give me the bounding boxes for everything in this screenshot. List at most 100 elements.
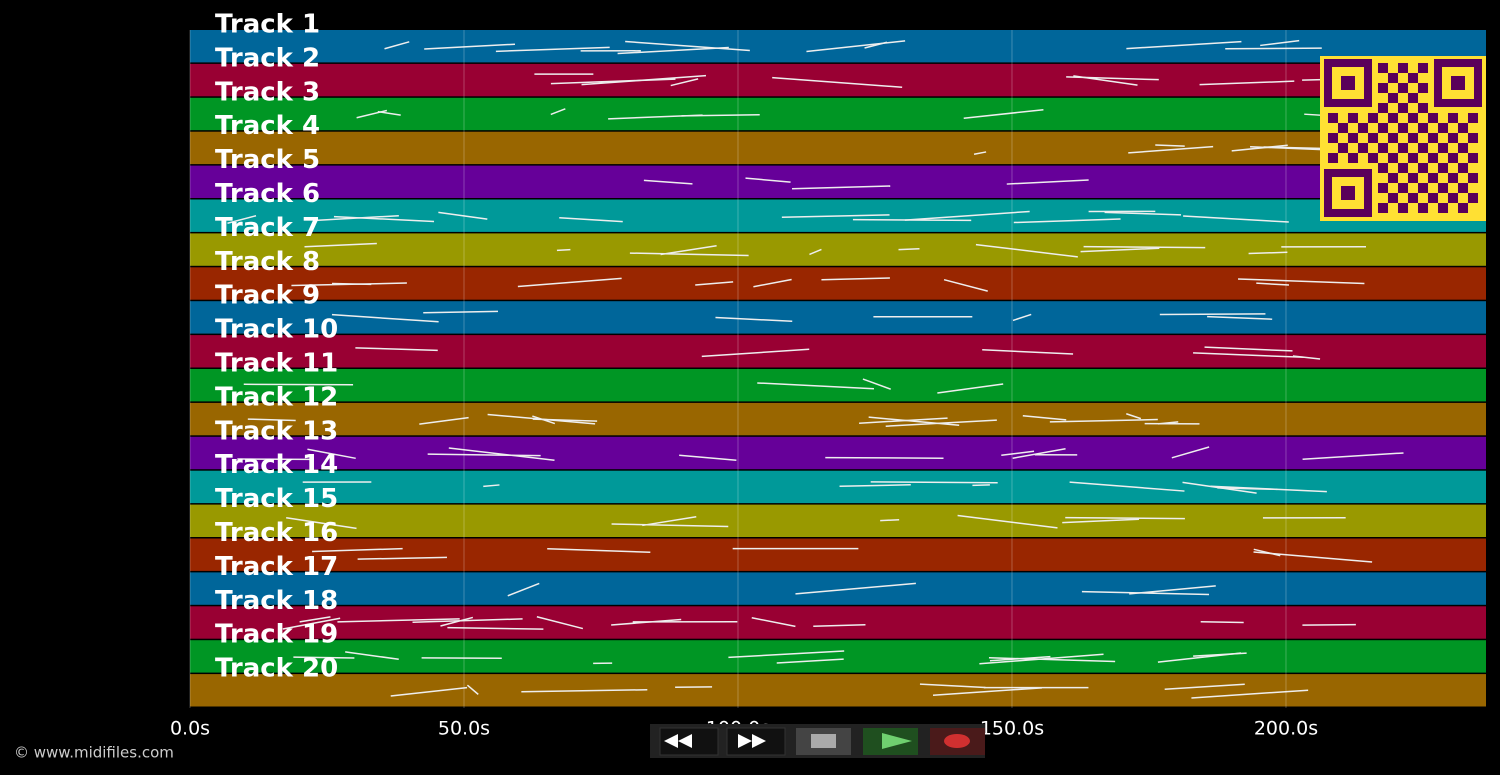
note bbox=[345, 651, 399, 660]
track-band bbox=[190, 369, 1486, 402]
track-band bbox=[190, 335, 1486, 368]
time-tick-label: 200.0s bbox=[1254, 718, 1318, 740]
track-band bbox=[190, 504, 1486, 537]
note bbox=[757, 382, 874, 390]
note bbox=[304, 242, 377, 248]
note bbox=[1126, 40, 1242, 50]
note bbox=[943, 278, 988, 292]
track-band bbox=[190, 301, 1486, 334]
track-label: Track 7 bbox=[215, 213, 320, 243]
note bbox=[715, 316, 793, 323]
track-label: Track 17 bbox=[215, 552, 338, 582]
qr-module bbox=[1388, 73, 1398, 83]
note bbox=[550, 78, 676, 85]
note bbox=[1013, 218, 1121, 224]
note bbox=[1256, 282, 1290, 286]
forward-button[interactable] bbox=[726, 727, 786, 756]
notes bbox=[227, 39, 1404, 699]
note bbox=[1199, 80, 1295, 86]
qr-module bbox=[1348, 133, 1358, 143]
note bbox=[427, 453, 541, 457]
note bbox=[1001, 450, 1035, 457]
note bbox=[447, 626, 544, 630]
track-band bbox=[190, 436, 1486, 470]
track-band bbox=[190, 470, 1486, 504]
note bbox=[870, 481, 998, 484]
qr-module bbox=[1398, 63, 1408, 73]
note bbox=[982, 349, 1074, 355]
qr-module bbox=[1418, 83, 1428, 93]
track-label: Track 4 bbox=[215, 111, 320, 141]
qr-module bbox=[1378, 103, 1388, 113]
qr-module bbox=[1378, 183, 1388, 193]
qr-module bbox=[1418, 163, 1428, 173]
note bbox=[776, 658, 844, 664]
note bbox=[1069, 481, 1185, 492]
note bbox=[1006, 179, 1089, 185]
note bbox=[795, 582, 916, 595]
note bbox=[809, 248, 822, 256]
note bbox=[1191, 689, 1309, 699]
track-label: Track 16 bbox=[215, 518, 338, 548]
note bbox=[286, 516, 357, 530]
note bbox=[412, 618, 523, 623]
note bbox=[1183, 215, 1289, 223]
note bbox=[973, 151, 987, 156]
track-label: Track 8 bbox=[215, 247, 320, 277]
note bbox=[670, 78, 699, 87]
qr-module bbox=[1428, 193, 1438, 203]
qr-module bbox=[1408, 133, 1418, 143]
qr-module bbox=[1438, 183, 1448, 193]
note bbox=[988, 656, 1116, 663]
record-button[interactable] bbox=[930, 728, 985, 755]
note bbox=[448, 447, 555, 462]
qr-code bbox=[1320, 56, 1486, 221]
note bbox=[701, 348, 810, 358]
note bbox=[1164, 683, 1245, 690]
copyright: © www.midifiles.com bbox=[14, 744, 174, 762]
qr-module bbox=[1408, 173, 1418, 183]
note bbox=[282, 617, 341, 630]
rewind-button[interactable] bbox=[659, 727, 719, 756]
note bbox=[625, 40, 750, 52]
qr-module bbox=[1408, 93, 1418, 103]
note bbox=[1126, 413, 1142, 420]
track-label: Track 14 bbox=[215, 450, 338, 480]
qr-module bbox=[1358, 143, 1368, 153]
qr-module bbox=[1388, 93, 1398, 103]
qr-module bbox=[1378, 143, 1388, 153]
note bbox=[1217, 487, 1278, 491]
note bbox=[1080, 247, 1160, 253]
qr-module bbox=[1458, 123, 1468, 133]
qr-module bbox=[1458, 143, 1468, 153]
note bbox=[521, 689, 648, 693]
note bbox=[957, 514, 1058, 529]
note bbox=[333, 215, 435, 223]
note bbox=[1022, 415, 1067, 421]
note bbox=[1225, 47, 1322, 50]
note bbox=[384, 41, 410, 50]
note bbox=[617, 46, 729, 55]
track-label: Track 5 bbox=[215, 145, 320, 175]
qr-module bbox=[1428, 113, 1438, 123]
qr-module bbox=[1328, 153, 1338, 163]
note bbox=[1012, 313, 1032, 322]
stop-button[interactable] bbox=[796, 728, 851, 755]
play-button[interactable] bbox=[863, 728, 918, 755]
note bbox=[1238, 278, 1365, 285]
qr-module bbox=[1468, 113, 1478, 123]
qr-module bbox=[1378, 83, 1388, 93]
track-band bbox=[190, 674, 1486, 707]
track-label: Track 19 bbox=[215, 620, 338, 650]
note bbox=[1073, 75, 1138, 86]
qr-module bbox=[1378, 123, 1388, 133]
note bbox=[495, 46, 610, 53]
note bbox=[1193, 652, 1247, 657]
note bbox=[898, 247, 920, 251]
track-band bbox=[190, 640, 1486, 673]
qr-module bbox=[1348, 153, 1358, 163]
note bbox=[507, 582, 540, 597]
track-label: Track 10 bbox=[215, 315, 338, 345]
note bbox=[1159, 313, 1266, 316]
